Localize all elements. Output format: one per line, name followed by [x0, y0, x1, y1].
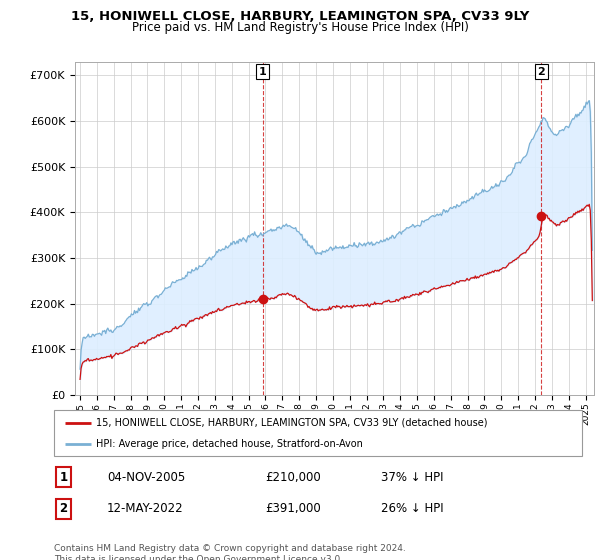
Text: 15, HONIWELL CLOSE, HARBURY, LEAMINGTON SPA, CV33 9LY (detached house): 15, HONIWELL CLOSE, HARBURY, LEAMINGTON … — [96, 418, 488, 428]
Text: 26% ↓ HPI: 26% ↓ HPI — [382, 502, 444, 515]
Text: Price paid vs. HM Land Registry's House Price Index (HPI): Price paid vs. HM Land Registry's House … — [131, 21, 469, 34]
Text: 15, HONIWELL CLOSE, HARBURY, LEAMINGTON SPA, CV33 9LY: 15, HONIWELL CLOSE, HARBURY, LEAMINGTON … — [71, 10, 529, 23]
Text: £391,000: £391,000 — [265, 502, 321, 515]
Text: 04-NOV-2005: 04-NOV-2005 — [107, 470, 185, 484]
FancyBboxPatch shape — [54, 410, 582, 456]
Text: 1: 1 — [259, 67, 266, 77]
Text: 2: 2 — [538, 67, 545, 77]
Text: 37% ↓ HPI: 37% ↓ HPI — [382, 470, 444, 484]
Text: 1: 1 — [59, 470, 68, 484]
Text: 2: 2 — [59, 502, 68, 515]
Text: HPI: Average price, detached house, Stratford-on-Avon: HPI: Average price, detached house, Stra… — [96, 439, 363, 449]
Text: £210,000: £210,000 — [265, 470, 321, 484]
Text: 12-MAY-2022: 12-MAY-2022 — [107, 502, 184, 515]
Text: Contains HM Land Registry data © Crown copyright and database right 2024.
This d: Contains HM Land Registry data © Crown c… — [54, 544, 406, 560]
